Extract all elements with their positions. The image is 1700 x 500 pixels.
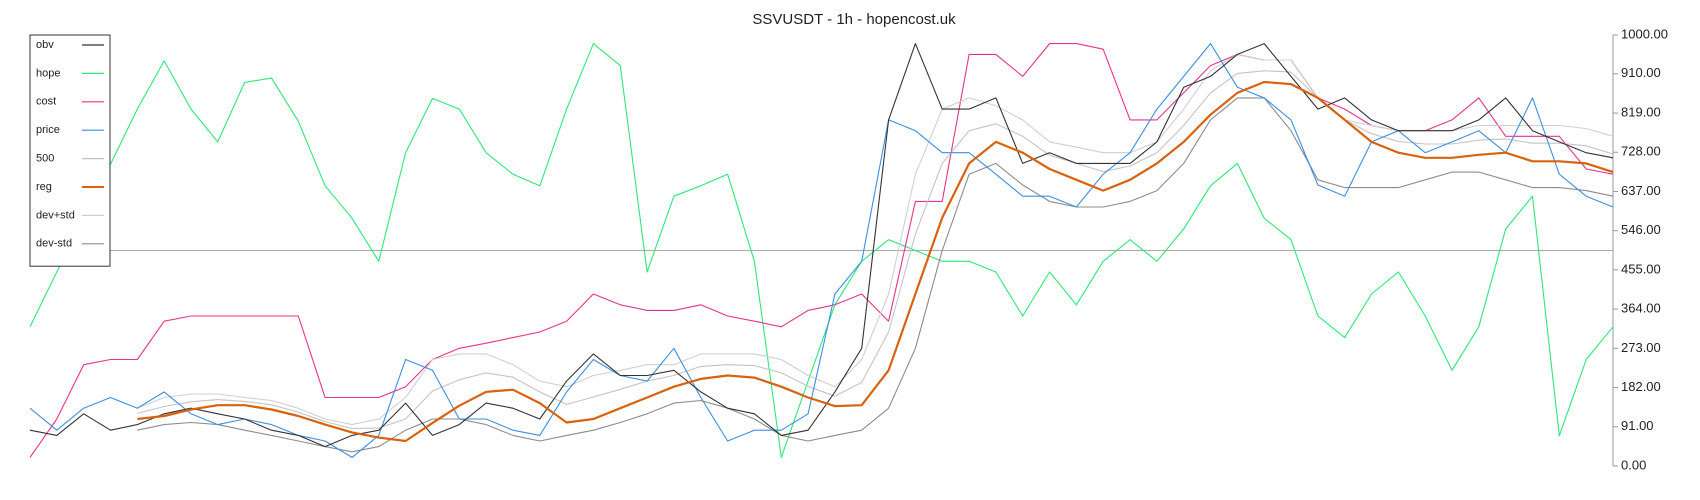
y-tick-label: 273.00 bbox=[1621, 340, 1661, 355]
series-line bbox=[29, 43, 1614, 458]
series-line bbox=[29, 43, 1614, 448]
series-line bbox=[137, 53, 1614, 426]
legend-label: 500 bbox=[36, 153, 54, 165]
legend-label: dev-std bbox=[36, 238, 72, 250]
series-line bbox=[29, 43, 1614, 458]
legend-label: dev+std bbox=[36, 209, 75, 221]
y-tick-label: 546.00 bbox=[1621, 222, 1661, 237]
series-line bbox=[137, 80, 1614, 443]
legend-label: price bbox=[36, 124, 60, 136]
y-tick-label: 819.00 bbox=[1621, 104, 1661, 119]
y-tick-label: 910.00 bbox=[1621, 65, 1661, 80]
y-tick-label: 0.00 bbox=[1621, 457, 1646, 472]
y-tick-label: 455.00 bbox=[1621, 261, 1661, 276]
legend-label: cost bbox=[36, 96, 56, 108]
legend-label: hope bbox=[36, 67, 60, 79]
chart-title: SSVUSDT - 1h - hopencost.uk bbox=[752, 11, 956, 28]
y-tick-label: 1000.00 bbox=[1621, 26, 1668, 41]
legend-label: reg bbox=[36, 181, 52, 193]
y-tick-label: 182.00 bbox=[1621, 379, 1661, 394]
y-tick-label: 728.00 bbox=[1621, 144, 1661, 159]
series-line bbox=[137, 97, 1614, 453]
series-line bbox=[137, 70, 1614, 430]
y-tick-label: 637.00 bbox=[1621, 183, 1661, 198]
legend-label: obv bbox=[36, 39, 54, 51]
y-tick-label: 91.00 bbox=[1621, 418, 1654, 433]
y-tick-label: 364.00 bbox=[1621, 301, 1661, 316]
series-line bbox=[29, 43, 1614, 458]
